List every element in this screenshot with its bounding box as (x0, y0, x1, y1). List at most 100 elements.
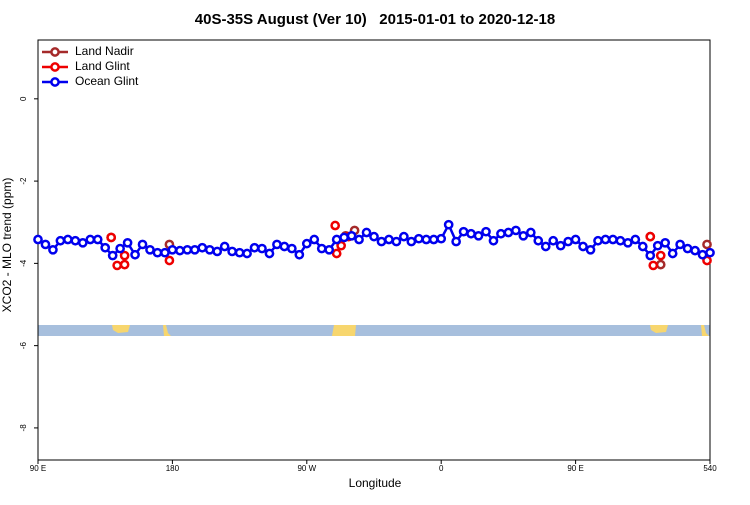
data-point (511, 225, 521, 236)
data-point (563, 236, 573, 247)
legend-label: Land Glint (75, 59, 130, 73)
y-tick-label: -4 (19, 259, 28, 267)
data-point (336, 240, 346, 251)
map-strip (38, 325, 710, 336)
data-point (309, 234, 320, 245)
legend-marker (50, 62, 60, 72)
data-point (130, 249, 140, 260)
data-point (369, 231, 379, 242)
data-point (655, 250, 666, 261)
data-point (145, 244, 155, 255)
legend-marker (50, 47, 60, 57)
x-tick-label: 90 E (567, 464, 583, 473)
data-point (428, 234, 439, 245)
data-point (63, 234, 73, 245)
data-point (107, 250, 118, 261)
data-point (182, 244, 193, 255)
x-tick-label: 0 (439, 464, 444, 473)
data-point (219, 241, 230, 252)
x-tick-label: 90 E (30, 464, 46, 473)
data-point (645, 250, 656, 261)
x-axis-label: Longitude (349, 476, 402, 490)
data-point (675, 239, 685, 250)
data-point (227, 246, 237, 257)
land (112, 325, 130, 333)
data-point (496, 228, 506, 239)
data-point (525, 227, 536, 238)
data-point (287, 243, 297, 254)
data-point (354, 234, 364, 245)
data-point (167, 244, 178, 255)
data-point (324, 244, 335, 255)
x-tick-label: 540 (703, 464, 717, 473)
data-point (100, 242, 111, 253)
data-point (436, 233, 447, 244)
data-point (346, 230, 357, 241)
y-tick-label: 0 (19, 96, 28, 101)
y-tick-label: -8 (19, 424, 28, 432)
data-point (600, 234, 611, 245)
data-point (160, 247, 170, 258)
legend-marker (50, 77, 60, 87)
data-point (421, 234, 432, 245)
y-axis-label: XCO2 - MLO trend (ppm) (0, 178, 14, 313)
data-point (451, 236, 461, 247)
data-point (85, 234, 96, 245)
legend-label: Ocean Glint (75, 74, 139, 88)
data-point (705, 247, 715, 258)
data-point (518, 230, 529, 241)
data-point (637, 241, 648, 252)
data-point (106, 232, 117, 243)
data-point (48, 244, 58, 255)
chart-title: 40S-35S August (Ver 10) 2015-01-01 to 20… (195, 11, 555, 28)
data-point (655, 259, 666, 270)
x-tick-label: 90 W (297, 464, 316, 473)
data-point (264, 248, 275, 259)
data-point (578, 241, 588, 252)
data-point (623, 237, 633, 248)
data-point (702, 239, 712, 250)
data-point (585, 244, 596, 255)
data-point (682, 243, 693, 254)
data-point (406, 236, 417, 247)
data-point (570, 234, 581, 245)
data-point (119, 259, 130, 270)
data-point (257, 243, 267, 254)
data-point (204, 244, 215, 255)
data-point (119, 250, 130, 261)
data-point (391, 236, 402, 247)
data-point (548, 235, 559, 246)
data-point (301, 238, 312, 249)
data-point (630, 234, 641, 245)
land (650, 325, 668, 333)
data-point (137, 239, 148, 250)
data-point (503, 227, 514, 238)
ocean-strip (38, 325, 710, 336)
data-point (77, 237, 88, 248)
data-point (488, 235, 499, 246)
data-point (690, 245, 700, 256)
data-point (331, 234, 342, 245)
y-tick-label: -6 (19, 342, 28, 350)
data-point (540, 241, 551, 252)
data-point (92, 234, 103, 245)
data-point (376, 236, 387, 247)
data-point (55, 235, 66, 246)
data-point (189, 244, 200, 255)
data-point (330, 220, 341, 231)
data-point (361, 227, 372, 238)
data-point (164, 255, 175, 266)
data-point (652, 240, 663, 251)
data-point (473, 230, 484, 241)
data-point (697, 249, 708, 260)
y-tick-label: -2 (19, 177, 28, 185)
data-point (413, 233, 424, 244)
land (163, 325, 171, 336)
data-point (608, 234, 618, 245)
data-point (272, 239, 282, 250)
data-point (115, 243, 125, 254)
land (332, 325, 356, 336)
data-point (279, 241, 290, 252)
data-point (466, 228, 476, 239)
